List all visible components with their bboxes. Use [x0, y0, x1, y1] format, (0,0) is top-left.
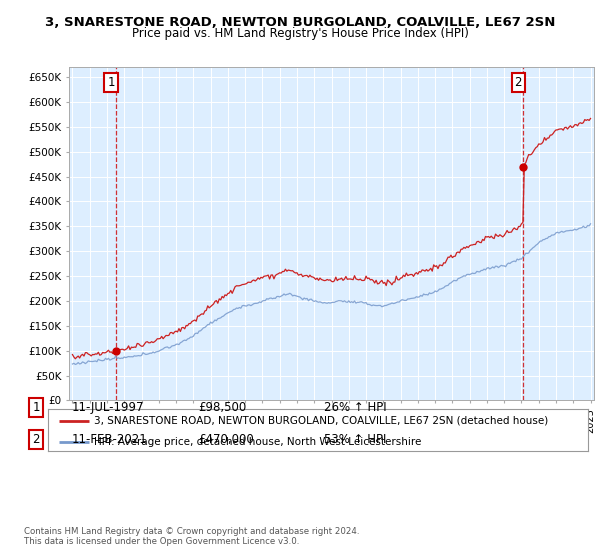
Text: 3, SNARESTONE ROAD, NEWTON BURGOLAND, COALVILLE, LE67 2SN (detached house): 3, SNARESTONE ROAD, NEWTON BURGOLAND, CO… [94, 416, 548, 426]
Text: 26% ↑ HPI: 26% ↑ HPI [324, 401, 386, 414]
Text: 1: 1 [32, 401, 40, 414]
Text: £98,500: £98,500 [198, 401, 246, 414]
Text: £470,000: £470,000 [198, 433, 254, 446]
Text: 11-FEB-2021: 11-FEB-2021 [72, 433, 148, 446]
Text: Price paid vs. HM Land Registry's House Price Index (HPI): Price paid vs. HM Land Registry's House … [131, 27, 469, 40]
Text: 1: 1 [107, 76, 115, 88]
Text: 3, SNARESTONE ROAD, NEWTON BURGOLAND, COALVILLE, LE67 2SN: 3, SNARESTONE ROAD, NEWTON BURGOLAND, CO… [45, 16, 555, 29]
Text: 2: 2 [32, 433, 40, 446]
Text: HPI: Average price, detached house, North West Leicestershire: HPI: Average price, detached house, Nort… [94, 437, 421, 446]
Text: Contains HM Land Registry data © Crown copyright and database right 2024.
This d: Contains HM Land Registry data © Crown c… [24, 526, 359, 546]
Text: 53% ↑ HPI: 53% ↑ HPI [324, 433, 386, 446]
Text: 2: 2 [515, 76, 522, 88]
Text: 11-JUL-1997: 11-JUL-1997 [72, 401, 145, 414]
